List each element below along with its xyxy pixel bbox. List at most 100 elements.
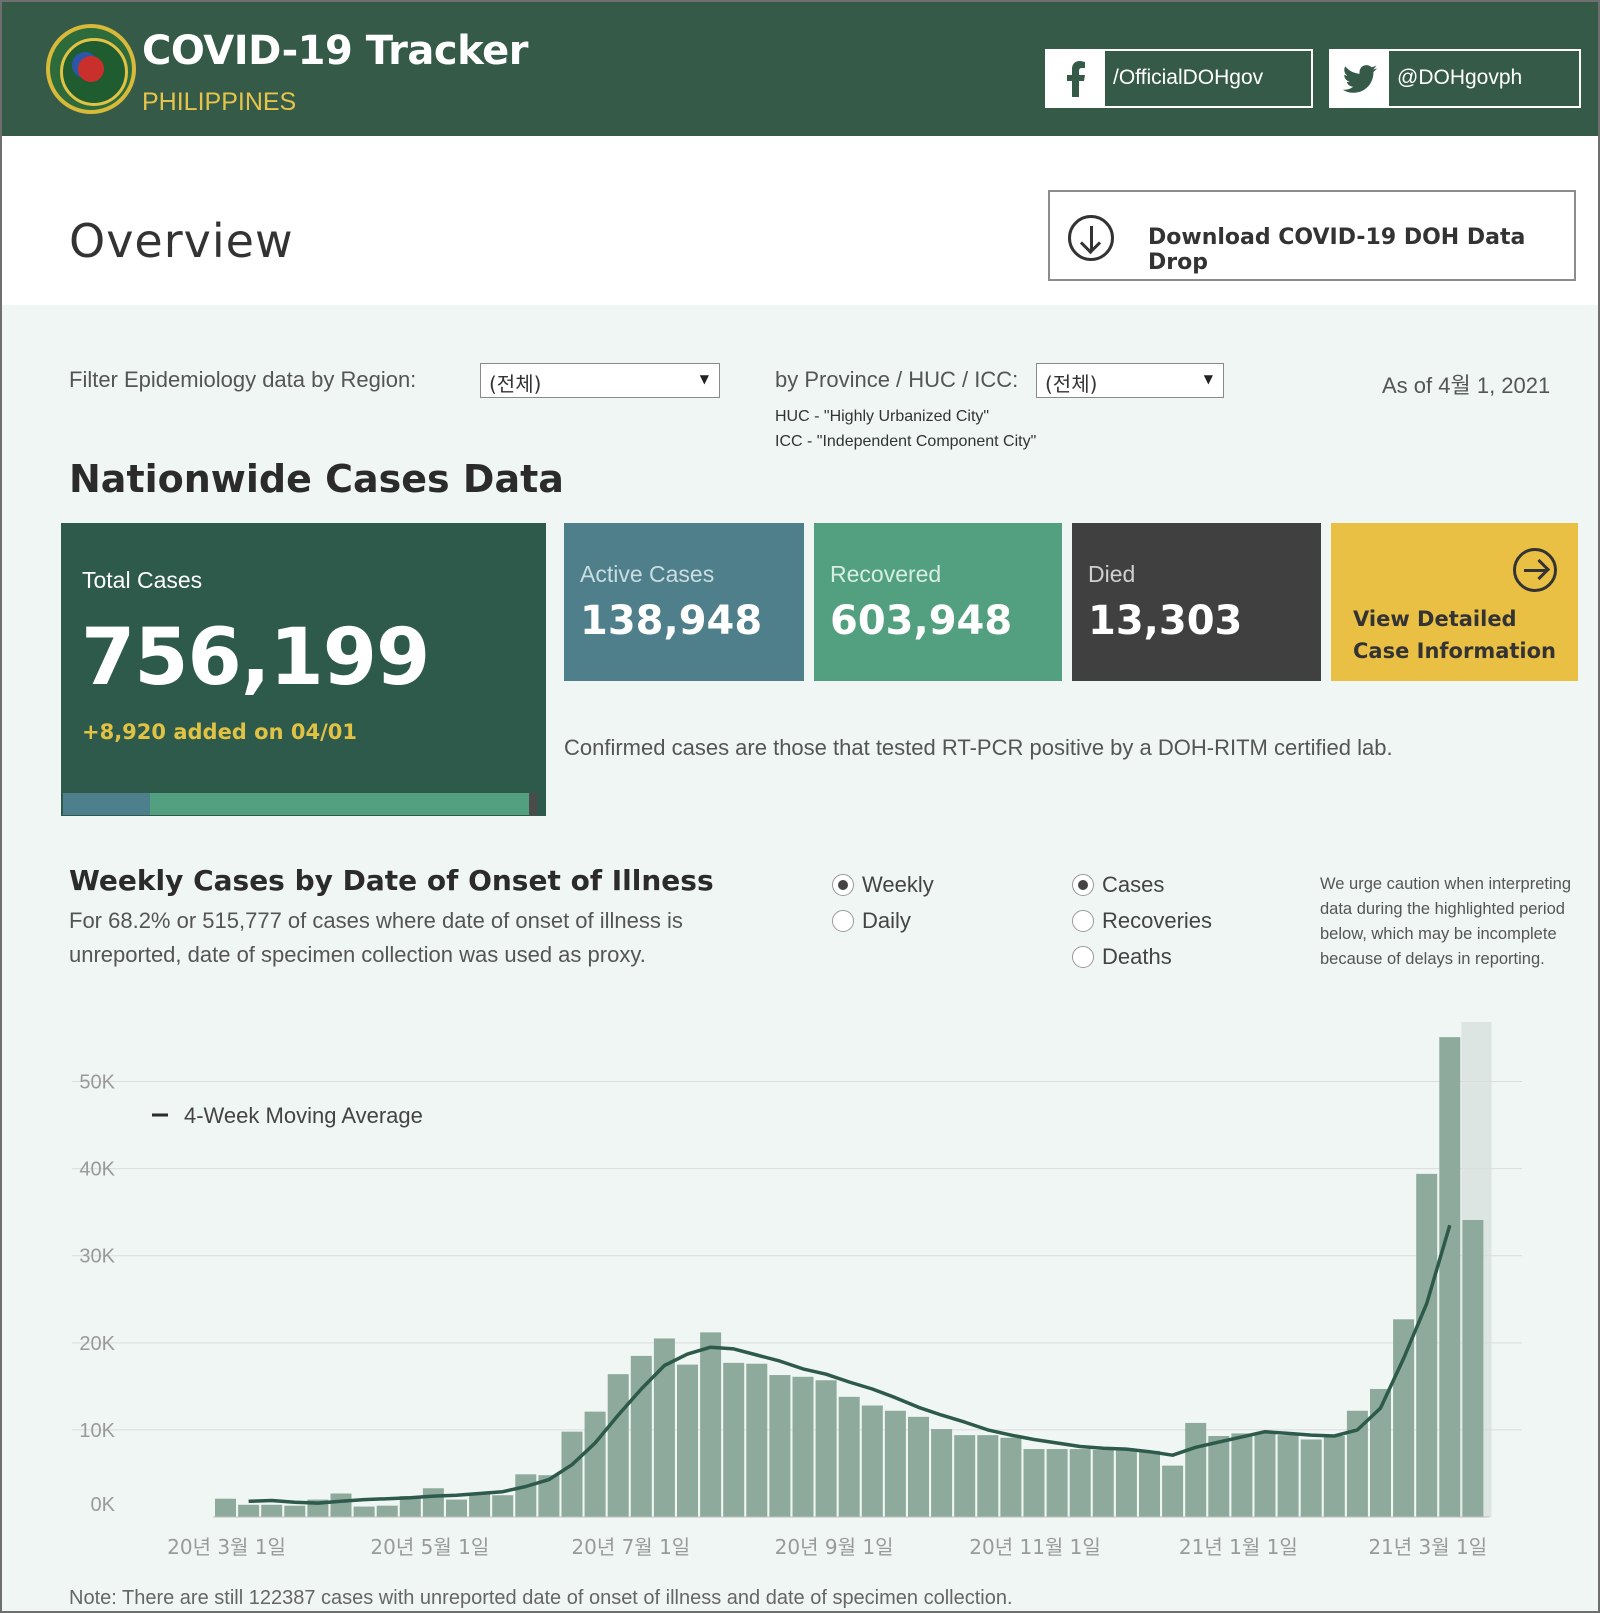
recovered-value: 603,948 [830, 598, 1013, 644]
radio-recoveries[interactable]: Recoveries [1072, 908, 1212, 934]
bar [515, 1474, 537, 1517]
active-cases-value: 138,948 [580, 598, 763, 644]
bar [261, 1504, 283, 1517]
bar [1162, 1465, 1184, 1517]
bar [1439, 1037, 1461, 1517]
weekly-cases-chart[interactable]: 0K 10K 20K 30K 40K 50K 20년 3월 1일 20년 5월 1일 20년 7… [2, 1022, 1598, 1582]
active-cases-card: Active Cases 138,948 [564, 523, 804, 681]
bar [376, 1505, 398, 1517]
bar [861, 1405, 883, 1517]
province-filter-label: by Province / HUC / ICC: [775, 367, 1019, 392]
bar [1208, 1436, 1230, 1517]
header-bar: COVID-19 Tracker PHILIPPINES /OfficialDO… [2, 2, 1598, 136]
province-filter-select[interactable]: (전체) [1036, 363, 1224, 398]
view-detailed-label: View Detailed Case Information [1353, 603, 1556, 667]
radio-deaths-dot[interactable] [1072, 946, 1094, 968]
bar [884, 1410, 906, 1517]
bar [838, 1396, 860, 1517]
bar [1139, 1450, 1160, 1517]
bar [653, 1338, 675, 1517]
bar [353, 1506, 375, 1517]
bar [746, 1363, 768, 1517]
died-value: 13,303 [1088, 598, 1243, 644]
bar [815, 1380, 837, 1517]
x-tick-label: 20년 9월 1일 [775, 1535, 894, 1559]
caution-note: We urge caution when interpreting data d… [1320, 875, 1572, 968]
download-button-label: Download COVID-19 DOH Data Drop [1148, 225, 1526, 275]
view-detailed-line1: View Detailed [1353, 607, 1517, 631]
bar [238, 1504, 260, 1517]
bar [677, 1364, 698, 1517]
view-detailed-line2: Case Information [1353, 639, 1556, 663]
bar [1185, 1422, 1207, 1517]
radio-cases-label: Cases [1102, 872, 1165, 897]
recovered-label: Recovered [830, 561, 942, 587]
bar [1300, 1439, 1322, 1517]
bar [1046, 1449, 1068, 1517]
x-tick-label: 20년 3월 1일 [167, 1535, 286, 1559]
radio-daily-label: Daily [862, 908, 911, 933]
radio-weekly-label: Weekly [862, 872, 934, 897]
radio-deaths[interactable]: Deaths [1072, 944, 1172, 970]
bar [422, 1488, 444, 1517]
app-subtitle: PHILIPPINES [142, 88, 297, 116]
bar [561, 1431, 583, 1517]
case-breakdown-bar [63, 793, 537, 815]
x-tick-label: 20년 5월 1일 [370, 1535, 489, 1559]
footnote: Note: There are still 122387 cases with … [69, 1587, 1013, 1609]
page-title: Overview [69, 214, 294, 268]
doh-seal-logo [46, 24, 136, 114]
bar [469, 1494, 491, 1517]
confirmed-cases-note: Confirmed cases are those that tested RT… [564, 735, 1393, 760]
bar [1000, 1437, 1022, 1517]
region-filter-select[interactable]: (전체) [480, 363, 720, 398]
weekly-chart-subtitle: For 68.2% or 515,777 of cases where date… [69, 908, 683, 967]
facebook-link[interactable]: /OfficialDOHgov [1045, 49, 1313, 108]
breakdown-active-segment [63, 793, 151, 815]
facebook-handle: /OfficialDOHgov [1113, 66, 1264, 89]
view-detailed-case-info-button[interactable]: View Detailed Case Information [1331, 523, 1578, 681]
x-tick-label: 20년 11월 1일 [969, 1535, 1101, 1559]
region-filter-label: Filter Epidemiology data by Region: [69, 367, 417, 392]
breakdown-recovered-segment [150, 793, 529, 815]
total-cases-added: +8,920 added on 04/01 [82, 720, 357, 744]
bar [1462, 1220, 1484, 1517]
bar [446, 1499, 467, 1517]
radio-recoveries-label: Recoveries [1102, 908, 1213, 933]
bar [1416, 1173, 1438, 1517]
y-tick-label: 40K [79, 1159, 115, 1181]
radio-cases-dot[interactable] [1072, 874, 1094, 896]
radio-weekly[interactable]: Weekly [832, 872, 934, 898]
radio-cases[interactable]: Cases [1072, 872, 1164, 898]
radio-recoveries-dot[interactable] [1072, 910, 1094, 932]
download-icon [1068, 215, 1114, 261]
recovered-card: Recovered 603,948 [814, 523, 1062, 681]
bar [284, 1505, 306, 1517]
x-tick-label: 20년 7월 1일 [571, 1535, 690, 1559]
bar [931, 1429, 953, 1517]
huc-note: HUC - "Highly Urbanized City" [775, 408, 990, 425]
bar [792, 1376, 814, 1517]
bar [1393, 1319, 1415, 1517]
bar [908, 1416, 929, 1517]
bar [1092, 1449, 1114, 1517]
radio-daily[interactable]: Daily [832, 908, 911, 934]
twitter-icon [1331, 51, 1389, 106]
twitter-link[interactable]: @DOHgovph [1329, 49, 1581, 108]
total-cases-card: Total Cases 756,199 +8,920 added on 04/0… [61, 523, 546, 816]
radio-daily-dot[interactable] [832, 910, 854, 932]
breakdown-died-segment [528, 793, 537, 815]
total-cases-value: 756,199 [81, 613, 430, 703]
download-data-drop-button[interactable]: Download COVID-19 DOH Data Drop [1048, 190, 1576, 281]
y-tick-label: 50K [79, 1072, 115, 1094]
bar [700, 1332, 722, 1517]
bar [215, 1498, 236, 1517]
bar [723, 1362, 745, 1517]
nationwide-title: Nationwide Cases Data [69, 457, 564, 501]
radio-weekly-dot[interactable] [832, 874, 854, 896]
total-cases-label: Total Cases [82, 567, 203, 593]
y-tick-label: 0K [91, 1494, 116, 1516]
y-tick-label: 20K [79, 1333, 115, 1355]
bar [977, 1435, 999, 1517]
